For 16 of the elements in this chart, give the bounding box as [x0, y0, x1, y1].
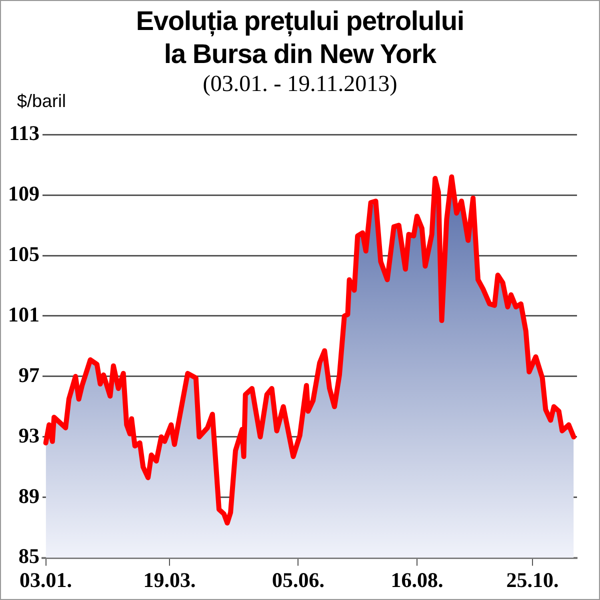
- x-tick-label: 03.01.: [20, 568, 72, 592]
- y-tick-label: 85: [18, 544, 40, 568]
- y-tick-label: 97: [18, 362, 40, 387]
- y-tick-label: 105: [8, 242, 40, 266]
- y-tick-label: 93: [18, 423, 40, 448]
- y-axis-title: $/baril: [17, 91, 66, 112]
- y-tick-label: 109: [8, 181, 40, 206]
- chart-subtitle: (03.01. - 19.11.2013): [202, 71, 398, 96]
- x-tick-label: 25.10.: [506, 568, 559, 592]
- y-tick-label: 113: [9, 121, 40, 146]
- chart-title: Evoluția prețului petrolului la Bursa din New York: [134, 5, 465, 71]
- x-tick-label: 19.03.: [143, 568, 196, 592]
- x-tick-label: 16.08.: [390, 568, 444, 592]
- y-tick-label: 89: [18, 484, 40, 508]
- y-tick-label: 101: [8, 302, 40, 326]
- x-tick-label: 05.06.: [272, 568, 324, 592]
